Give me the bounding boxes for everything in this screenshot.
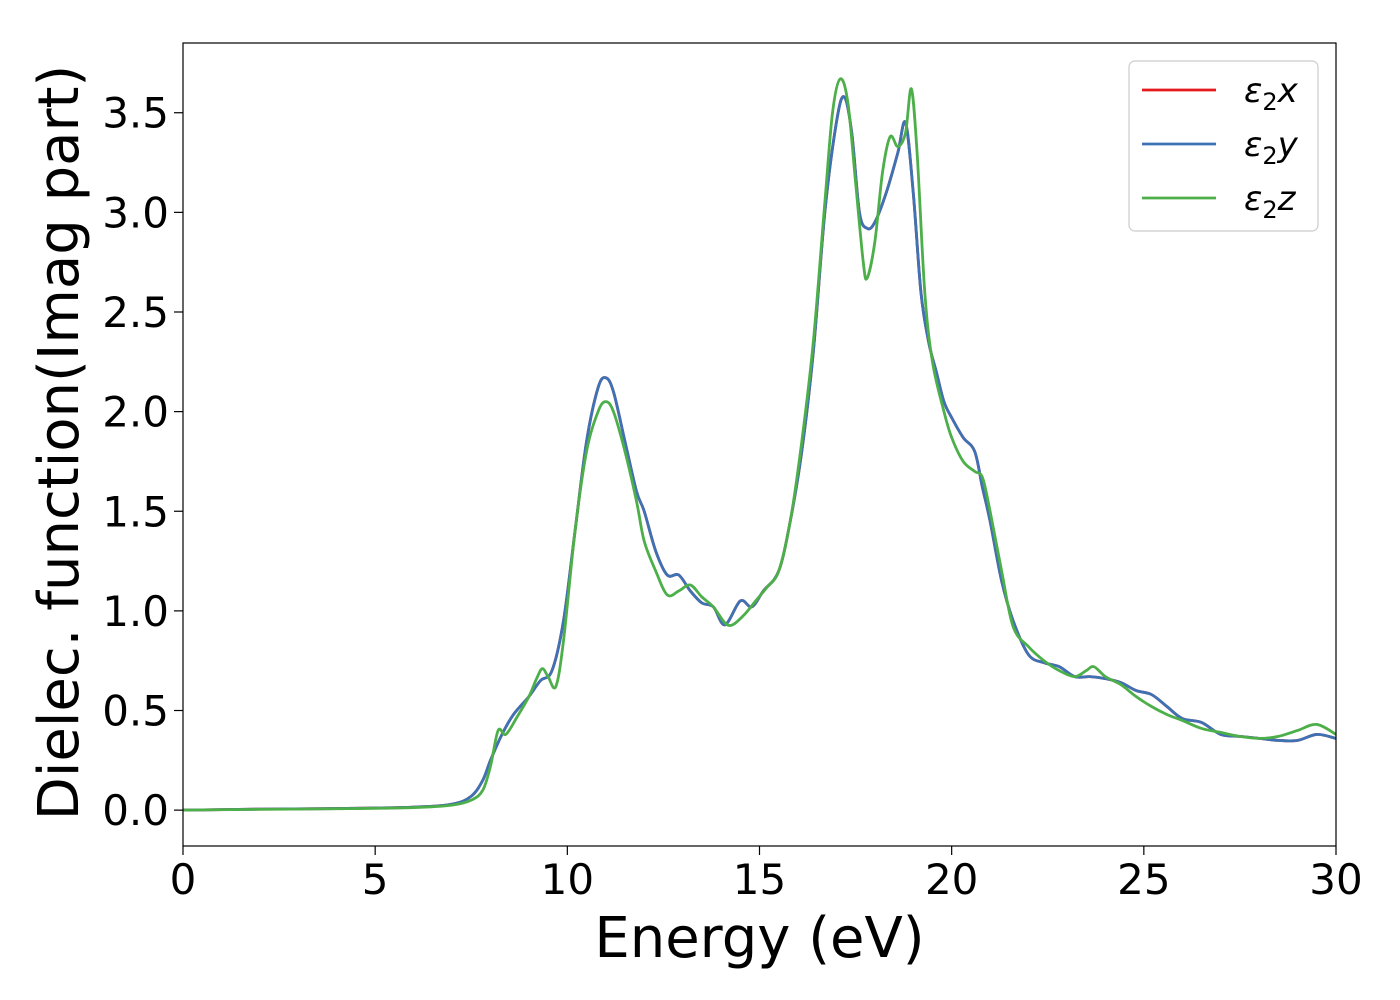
series-line-y bbox=[183, 95, 1336, 812]
y-tick-label: 0.5 bbox=[102, 687, 169, 736]
legend-label-x: ε2x bbox=[1244, 71, 1299, 116]
y-tick-label: 2.5 bbox=[102, 288, 169, 337]
legend-box bbox=[1128, 60, 1319, 232]
legend-label-y: ε2y bbox=[1244, 125, 1299, 170]
y-tick-label: 2.0 bbox=[102, 388, 169, 437]
y-tick-label: 3.5 bbox=[102, 89, 169, 138]
x-tick-label: 20 bbox=[925, 855, 978, 904]
series-line-z bbox=[183, 77, 1336, 812]
y-axis-title: Dielec. function(Imag part) bbox=[27, 65, 92, 821]
x-tick-label: 0 bbox=[170, 855, 197, 904]
y-tick-label: 1.5 bbox=[102, 487, 169, 536]
y-tick-label: 0.0 bbox=[102, 786, 169, 835]
x-axis-ticks: 0 5 10 15 20 25 30 bbox=[170, 846, 1363, 904]
x-tick-label: 30 bbox=[1309, 855, 1362, 904]
y-tick-label: 1.0 bbox=[102, 587, 169, 636]
y-tick-label: 3.0 bbox=[102, 188, 169, 237]
x-tick-label: 15 bbox=[733, 855, 786, 904]
legend: ε2x ε2y ε2z bbox=[1128, 60, 1319, 232]
y-axis-ticks: 0.0 0.5 1.0 1.5 2.0 2.5 3.0 3.5 bbox=[102, 89, 183, 835]
x-tick-label: 10 bbox=[541, 855, 594, 904]
x-axis-title: Energy (eV) bbox=[594, 906, 924, 971]
legend-label-z: ε2z bbox=[1244, 179, 1297, 224]
x-tick-label: 25 bbox=[1117, 855, 1170, 904]
x-tick-label: 5 bbox=[362, 855, 389, 904]
series-layer bbox=[183, 77, 1336, 812]
